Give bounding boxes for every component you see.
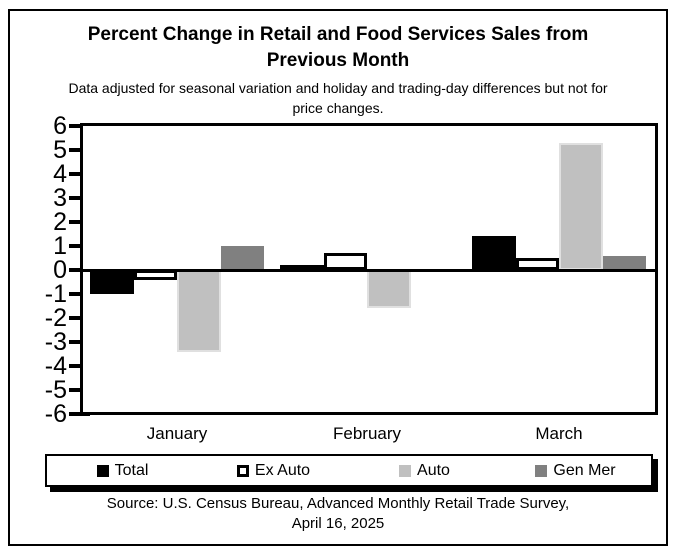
y-axis-label-0: 0 <box>53 256 67 284</box>
chart-title-line2: Previous Month <box>266 50 410 71</box>
y-axis-label--4: -4 <box>44 352 67 380</box>
legend-item-auto: Auto <box>349 462 500 480</box>
legend-label-ex-auto: Ex Auto <box>254 461 311 479</box>
legend-label-gen-mer: Gen Mer <box>553 461 616 479</box>
y-axis-label--1: -1 <box>44 280 67 308</box>
x-axis-label-january: January <box>146 424 208 443</box>
y-axis-label-1: 1 <box>53 232 67 260</box>
y-axis-label--3: -3 <box>44 328 67 356</box>
bar-total-january <box>90 270 134 294</box>
y-axis-tick <box>69 196 90 200</box>
legend-swatch-ex-auto-icon <box>236 464 249 477</box>
y-axis-tick <box>69 292 90 296</box>
source-note-line2: April 16, 2025 <box>291 515 385 532</box>
plot-area <box>80 123 658 415</box>
bar-auto-february <box>367 270 411 309</box>
y-axis-label--5: -5 <box>44 376 67 404</box>
legend-item-total: Total <box>47 462 198 480</box>
y-axis-tick <box>69 220 90 224</box>
x-axis-label-february: February <box>332 424 402 443</box>
y-axis-tick <box>69 412 90 416</box>
y-axis-tick <box>69 268 90 272</box>
y-axis-tick <box>69 316 90 320</box>
legend-item-ex-auto: Ex Auto <box>198 462 349 480</box>
bar-total-march <box>472 236 516 270</box>
bar-gen-mer-january <box>220 246 264 270</box>
legend: Total Ex Auto Auto Gen Mer <box>45 454 653 487</box>
bar-gen-mer-march <box>602 255 646 270</box>
y-axis-tick <box>69 172 90 176</box>
source-note-line1: Source: U.S. Census Bureau, Advanced Mon… <box>106 495 570 512</box>
y-axis-label-3: 3 <box>53 184 67 212</box>
y-axis-label--6: -6 <box>44 400 67 428</box>
bar-ex-auto-february <box>323 253 367 270</box>
y-axis-label-4: 4 <box>53 160 67 188</box>
chart-title: Percent Change in Retail and Food Servic… <box>10 22 666 74</box>
zero-axis-line <box>83 268 655 272</box>
y-axis-label-2: 2 <box>53 208 67 236</box>
legend-item-gen-mer: Gen Mer <box>500 462 651 480</box>
y-axis-tick <box>69 364 90 368</box>
legend-label-auto: Auto <box>417 461 450 479</box>
legend-swatch-gen-mer-icon <box>535 464 548 477</box>
bar-auto-march <box>559 142 603 270</box>
legend-swatch-auto-icon <box>399 464 412 477</box>
y-axis-tick <box>69 124 90 128</box>
legend-swatch-total-icon <box>96 464 109 477</box>
source-note: Source: U.S. Census Bureau, Advanced Mon… <box>10 494 666 534</box>
y-axis-label-5: 5 <box>53 136 67 164</box>
y-axis-tick <box>69 244 90 248</box>
x-axis-label-march: March <box>535 424 583 443</box>
bar-total-february <box>280 265 324 270</box>
chart-subtitle-line2: price changes. <box>292 100 384 116</box>
y-axis-tick <box>69 340 90 344</box>
bar-auto-january <box>177 270 221 352</box>
y-axis-label--2: -2 <box>44 304 67 332</box>
chart-title-line1: Percent Change in Retail and Food Servic… <box>87 24 589 45</box>
y-axis-label-6: 6 <box>53 112 67 140</box>
legend-label-total: Total <box>114 461 149 479</box>
chart-subtitle-line1: Data adjusted for seasonal variation and… <box>68 80 608 96</box>
y-axis-tick <box>69 388 90 392</box>
chart-subtitle: Data adjusted for seasonal variation and… <box>10 78 666 118</box>
y-axis-tick <box>69 148 90 152</box>
